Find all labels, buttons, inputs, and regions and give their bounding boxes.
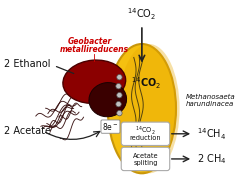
Circle shape: [116, 101, 121, 107]
Text: Methanosaeta: Methanosaeta: [186, 94, 235, 100]
Text: harundinacea: harundinacea: [186, 101, 234, 107]
Circle shape: [117, 92, 122, 98]
Text: 2 CH$_4$: 2 CH$_4$: [197, 152, 226, 166]
Text: 2 Ethanol: 2 Ethanol: [5, 59, 51, 69]
FancyBboxPatch shape: [121, 122, 170, 146]
Text: $^{14}$CO$_2$: $^{14}$CO$_2$: [135, 125, 156, 137]
Text: Geobacter: Geobacter: [68, 37, 112, 46]
Ellipse shape: [63, 60, 126, 103]
Ellipse shape: [89, 83, 127, 117]
Text: metallireducens: metallireducens: [60, 45, 129, 54]
Text: reduction: reduction: [130, 135, 161, 141]
FancyBboxPatch shape: [121, 147, 170, 171]
Text: Acetate: Acetate: [133, 153, 158, 159]
Text: spliting: spliting: [133, 160, 158, 167]
Text: $^{14}$CO$_2$: $^{14}$CO$_2$: [127, 6, 157, 22]
Ellipse shape: [108, 44, 176, 173]
Circle shape: [116, 84, 121, 89]
Text: 2 Acetate: 2 Acetate: [5, 126, 51, 136]
Text: $^{14}$CH$_4$: $^{14}$CH$_4$: [197, 126, 226, 142]
Circle shape: [117, 110, 122, 116]
Text: 8e$^-$: 8e$^-$: [102, 121, 119, 132]
Ellipse shape: [119, 44, 179, 173]
Circle shape: [117, 74, 122, 80]
Text: $^{14}$CO$_2$: $^{14}$CO$_2$: [131, 76, 162, 91]
